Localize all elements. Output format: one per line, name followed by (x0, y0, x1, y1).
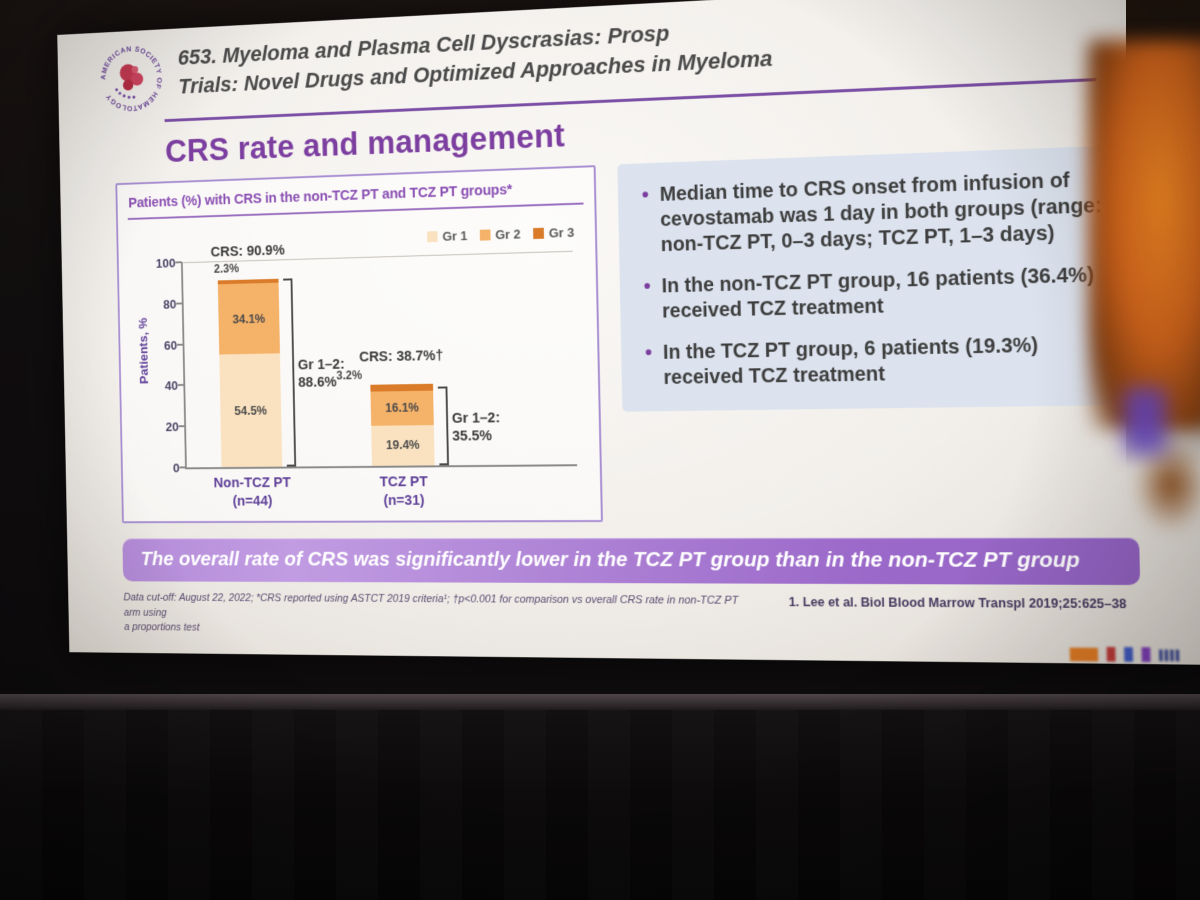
segment-value-label: 19.4% (385, 438, 420, 453)
y-tick-mark (175, 261, 182, 264)
sponsor-logo-strip (1069, 646, 1180, 663)
sponsor-logo-mark (1069, 647, 1099, 661)
bracket-label-line1: Gr 1–2: (451, 410, 501, 427)
y-tick-label: 80 (163, 296, 177, 311)
bracket-label-line2: 35.5% (452, 428, 493, 445)
chart-panel: Patients (%) with CRS in the non-TCZ PT … (115, 165, 603, 524)
key-points-panel: Median time to CRS onset from infusion o… (617, 144, 1137, 412)
sponsor-logo-mark (1159, 648, 1180, 661)
bar-total-label: CRS: 38.7%† (358, 348, 444, 366)
bullet-icon (645, 340, 664, 390)
legend-swatch-gr2 (479, 229, 491, 241)
orange-light-flare (1088, 40, 1200, 430)
y-tick-label: 60 (163, 337, 178, 352)
footnote-text: Data cut-off: August 22, 2022; *CRS repo… (123, 591, 754, 642)
bullet-icon (643, 274, 662, 325)
sponsor-logo-mark (1141, 647, 1151, 663)
purple-light-glint (1124, 388, 1166, 454)
footnotes: Data cut-off: August 22, 2022; *CRS repo… (123, 591, 1141, 645)
legend-item: Gr 1 (426, 228, 468, 244)
x-axis-label-line2: (n=44) (232, 493, 273, 510)
bar-segment-gr1: 54.5% (219, 353, 283, 468)
y-tick-mark (177, 384, 185, 387)
reference-citation: 1. Lee et al. Biol Blood Marrow Transpl … (788, 594, 1127, 612)
segment-value-label-gr3: 2.3% (213, 262, 240, 277)
bar-non-tcz-pt: 54.5% 34.1% 2.3% CRS: 90.9% Non-TCZ PT (n=44) (210, 243, 291, 509)
segment-value-label: 54.5% (234, 403, 268, 418)
segment-value-label: 16.1% (385, 400, 420, 416)
legend-item: Gr 3 (533, 225, 574, 241)
y-tick-label: 0 (172, 460, 180, 475)
bullet-item: In the non-TCZ PT group, 16 patients (36… (643, 262, 1108, 325)
sponsor-logo-mark (1124, 647, 1134, 662)
ash-logo: AMERICAN SOCIETY OF HEMATOLOGY (98, 43, 164, 115)
bullet-item: In the TCZ PT group, 6 patients (19.3%) … (645, 331, 1110, 391)
x-axis-label-line1: TCZ PT (379, 474, 428, 491)
stage-curtain (0, 710, 1200, 900)
y-tick-mark (178, 425, 186, 428)
footnote-line1: Data cut-off: August 22, 2022; *CRS repo… (123, 591, 739, 619)
y-tick-label: 40 (164, 378, 179, 393)
bullet-text: In the TCZ PT group, 6 patients (19.3%) … (662, 333, 1039, 389)
chart-plot-area: 0 20 40 60 80 100 54.5% 34.1% 2.3% CRS: 90.9% Non-… (156, 243, 578, 509)
bar-segment-gr2: 16.1% (370, 390, 434, 426)
conclusion-banner: The overall rate of CRS was significantl… (122, 537, 1141, 586)
sponsor-logo-mark (1106, 646, 1116, 662)
y-tick-label: 100 (155, 255, 176, 271)
bar-segment-gr3 (370, 383, 434, 392)
segment-value-label-gr3: 3.2% (336, 368, 363, 383)
grade-1-2-bracket-label: Gr 1–2: 35.5% (452, 409, 501, 445)
x-axis-label: Non-TCZ PT (n=44) (214, 474, 292, 511)
chart-panel-title: Patients (%) with CRS in the non-TCZ PT … (127, 177, 584, 220)
legend-item: Gr 2 (479, 226, 521, 243)
y-tick-mark (177, 343, 184, 346)
x-axis-label-line2: (n=31) (383, 492, 425, 509)
legend-swatch-gr3 (533, 227, 545, 240)
crs-stacked-bar-chart: Patients, % Gr 1 Gr 2 Gr 3 0 20 40 60 80 100 54.… (128, 213, 590, 518)
segment-value-label: 34.1% (232, 311, 266, 327)
x-axis-label-line1: Non-TCZ PT (213, 475, 291, 492)
bullet-item: Median time to CRS onset from infusion o… (642, 167, 1107, 259)
bullet-icon (642, 183, 662, 259)
y-tick-mark (176, 302, 183, 305)
x-axis-label: TCZ PT (n=31) (379, 473, 428, 510)
orange-light-flare-small (1136, 440, 1200, 530)
projection-screen: AMERICAN SOCIETY OF HEMATOLOGY (57, 0, 1200, 665)
legend-label: Gr 3 (548, 224, 575, 241)
bar-total-label: CRS: 90.9% (210, 243, 285, 261)
y-tick-label: 20 (165, 419, 179, 434)
bullet-text: Median time to CRS onset from infusion o… (659, 169, 1103, 257)
bar-segment-gr2: 34.1% (217, 283, 280, 355)
session-title: 653. Myeloma and Plasma Cell Dyscrasias:… (178, 13, 773, 102)
bar-segment-gr1: 19.4% (371, 424, 435, 466)
logo-blood-cells-icon (119, 63, 144, 91)
content-row: Patients (%) with CRS in the non-TCZ PT … (115, 144, 1138, 524)
slide-header: AMERICAN SOCIETY OF HEMATOLOGY (98, 0, 1129, 114)
legend-swatch-gr1 (426, 231, 438, 243)
bullet-text: In the non-TCZ PT group, 16 patients (36… (661, 263, 1095, 323)
legend-label: Gr 1 (442, 228, 468, 244)
y-tick-mark (179, 466, 186, 469)
presentation-slide: AMERICAN SOCIETY OF HEMATOLOGY (57, 0, 1200, 665)
grade-1-2-bracket (283, 278, 297, 467)
stage-table-edge (0, 694, 1200, 712)
legend-label: Gr 2 (495, 226, 521, 243)
grade-1-2-bracket (437, 386, 450, 466)
bar-tcz-pt: 19.4% 16.1% 3.2% CRS: 38.7%† TCZ PT (n=31) (336, 348, 443, 508)
chart-legend: Gr 1 Gr 2 Gr 3 (426, 225, 574, 244)
